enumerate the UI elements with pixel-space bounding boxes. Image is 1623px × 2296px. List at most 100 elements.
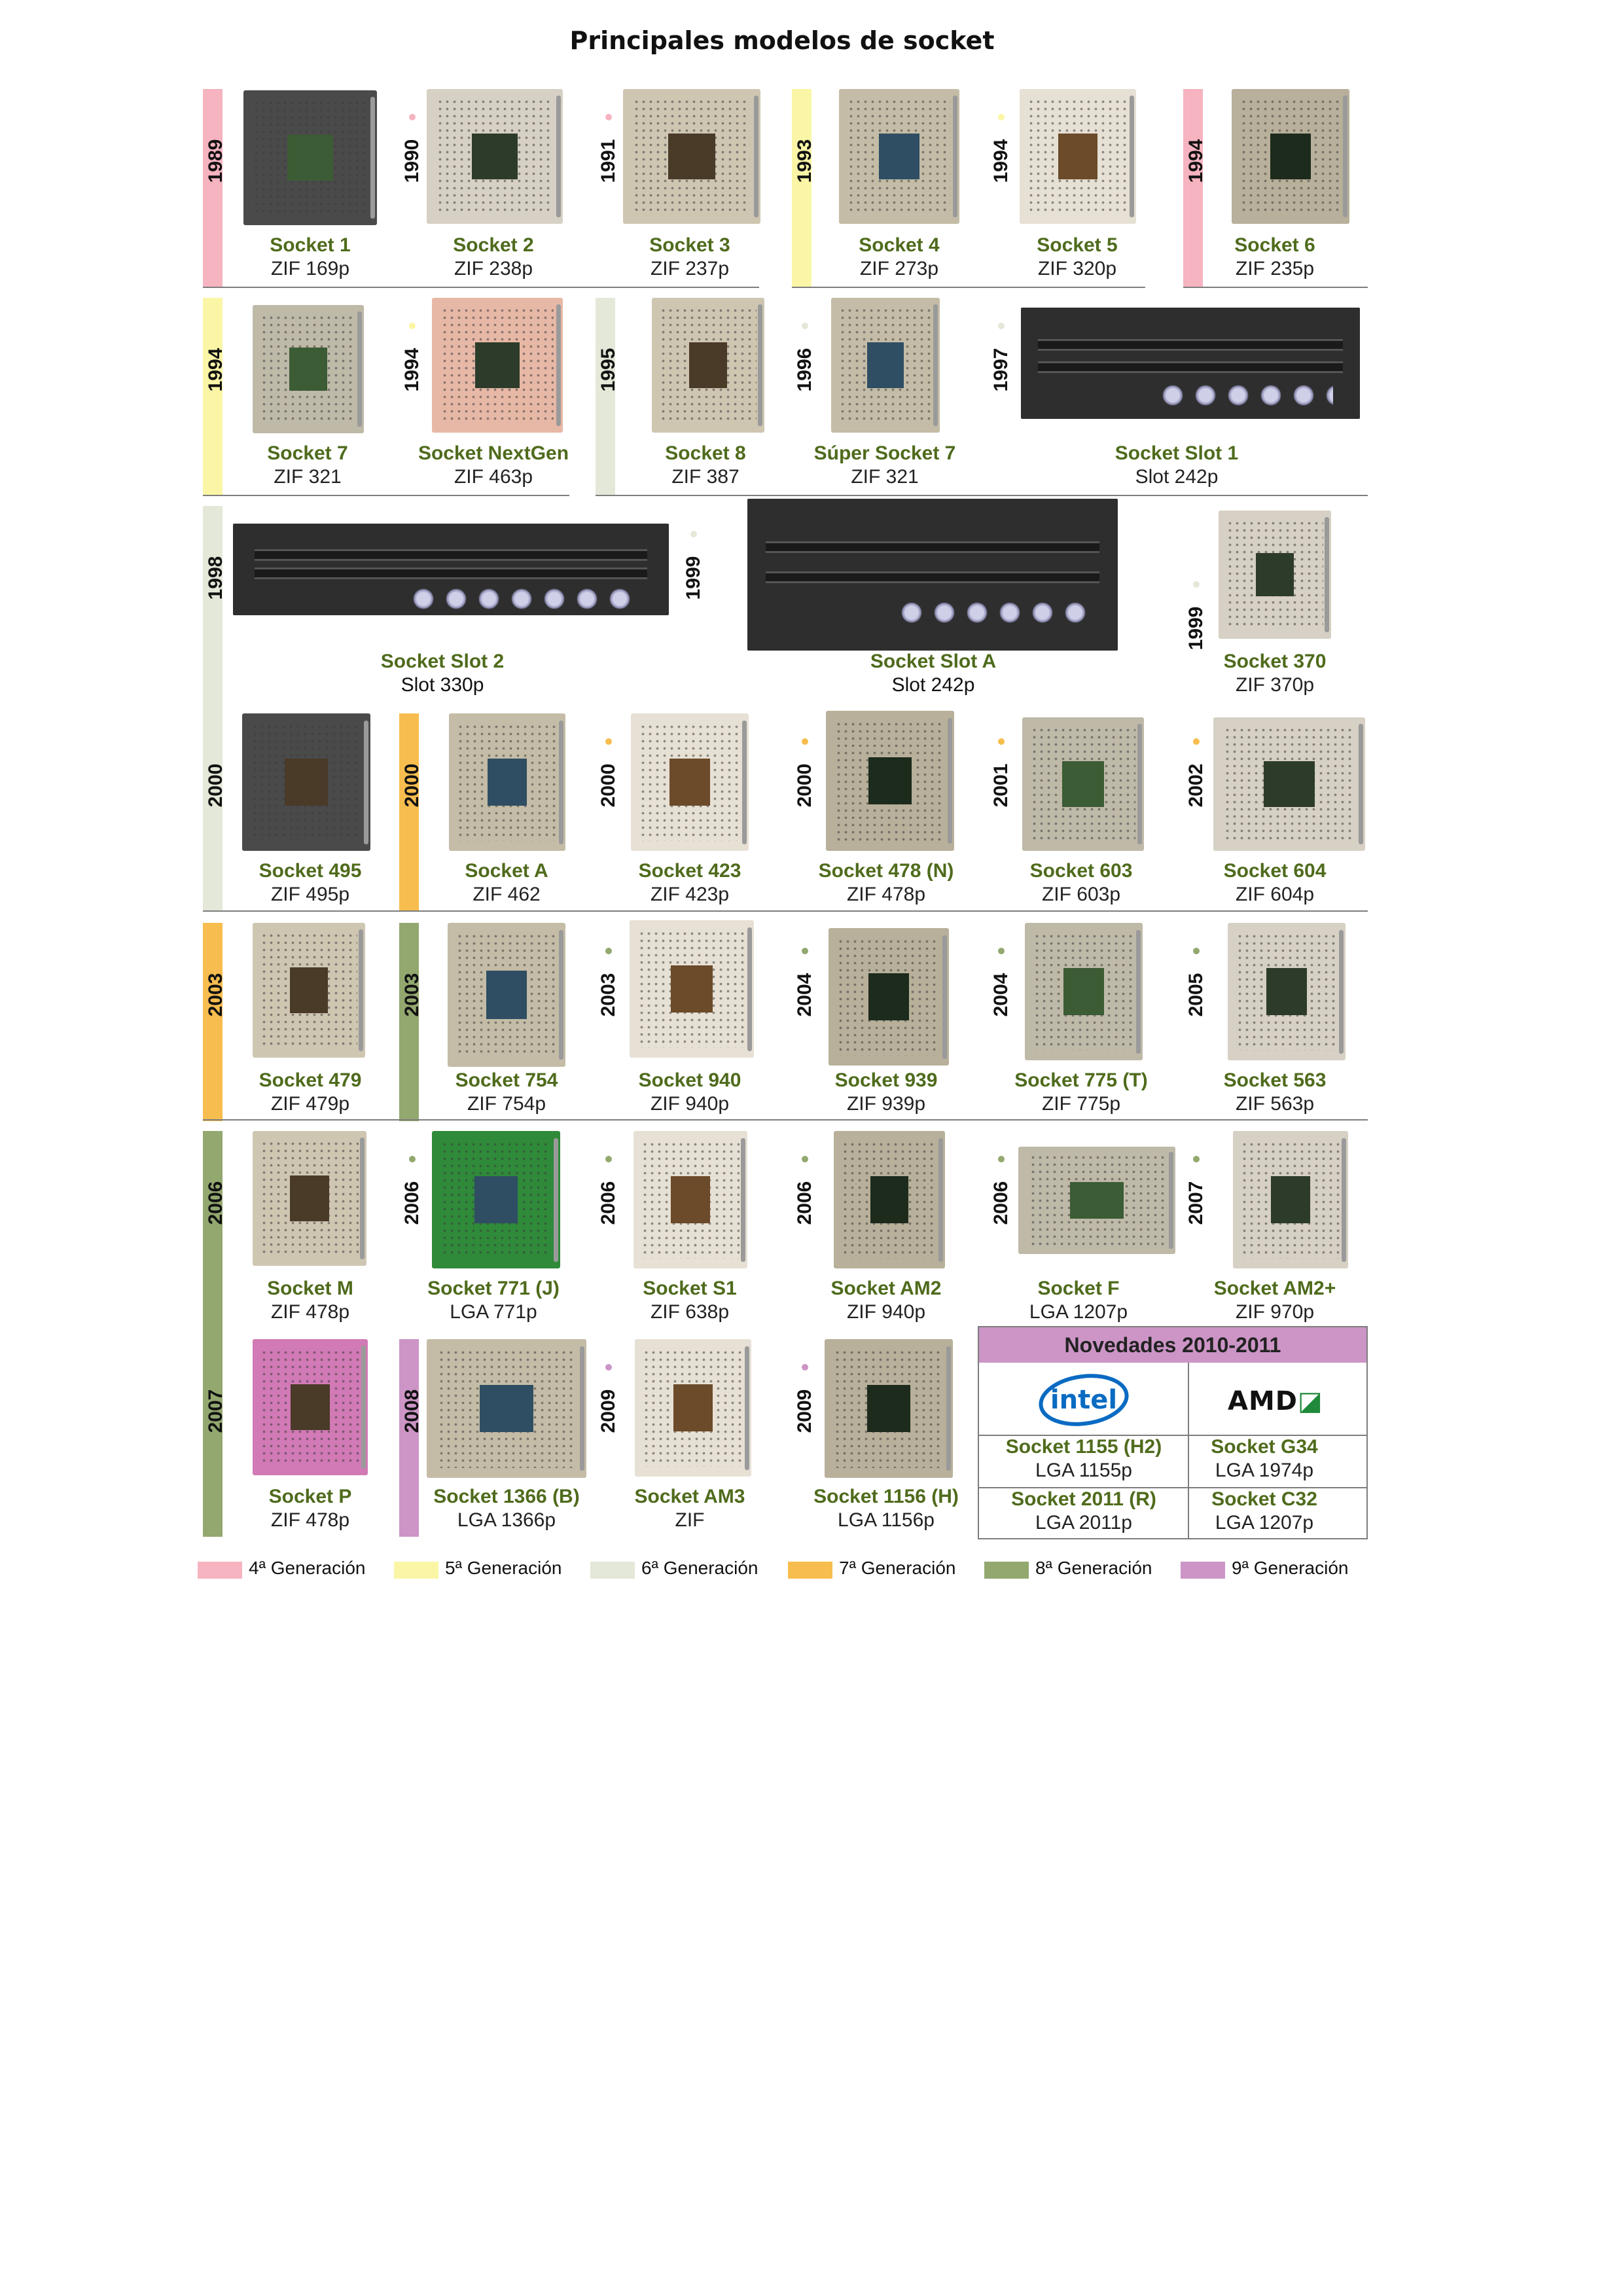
- socket-cavity: [866, 1384, 911, 1433]
- year-marker: 2000: [203, 713, 229, 857]
- year-marker: 2005: [1183, 923, 1209, 1067]
- year-marker: 2006: [596, 1131, 622, 1275]
- socket-cavity: [1070, 1182, 1124, 1219]
- year-label: 1995: [597, 348, 619, 392]
- socket-spec: LGA 771p: [450, 1301, 537, 1323]
- socket-spec: ZIF 478p: [270, 1301, 350, 1323]
- year-marker: 2006: [988, 1131, 1014, 1275]
- year-label: 2009: [597, 1389, 619, 1433]
- generation-bar: [596, 298, 615, 496]
- novedades-panel: Novedades 2010-2011 intel AMD◪ Socket 11…: [978, 1326, 1368, 1539]
- socket-spec: ZIF 238p: [454, 258, 533, 279]
- legend-label: 7ª Generación: [839, 1558, 956, 1578]
- year-label: 2000: [597, 763, 619, 808]
- novedades-intel-name: Socket 1155 (H2): [1005, 1436, 1162, 1458]
- socket-cavity: [866, 342, 904, 388]
- socket-name: Socket Slot 1: [1115, 442, 1239, 464]
- socket-spec: Slot 242p: [891, 674, 975, 696]
- intel-logo-text: intel: [1050, 1385, 1117, 1415]
- socket-photo-icon: [633, 1131, 747, 1268]
- socket-lever: [741, 1138, 745, 1262]
- panel-divider: [979, 1435, 1366, 1436]
- legend-label: 5ª Generación: [445, 1558, 562, 1578]
- socket-cavity: [290, 1175, 329, 1221]
- generation-dot: [802, 1364, 808, 1371]
- socket-cavity: [475, 342, 520, 388]
- socket-photo-icon: [839, 89, 959, 224]
- year-label: 2006: [205, 1181, 226, 1225]
- legend-label: 9ª Generación: [1232, 1558, 1349, 1578]
- socket-spec: ZIF 638p: [650, 1301, 730, 1323]
- year-label: 1989: [205, 139, 226, 183]
- socket-lever: [1343, 96, 1347, 217]
- year-label: 1993: [794, 139, 815, 183]
- slot-photo-icon: [233, 524, 669, 615]
- socket-photo-icon: [1018, 1147, 1175, 1254]
- socket-name: Socket Slot A: [870, 651, 997, 672]
- socket-photo-icon: [427, 89, 563, 224]
- year-marker: 1994: [988, 89, 1014, 233]
- year-label: 2002: [1185, 763, 1207, 808]
- row-divider: [203, 1119, 1368, 1121]
- socket-name: Socket 603: [1029, 860, 1133, 882]
- socket-lever: [1169, 1152, 1173, 1249]
- year-marker: 1997: [988, 298, 1014, 442]
- socket-photo-icon: [1213, 717, 1365, 851]
- year-marker: 2006: [792, 1131, 818, 1275]
- socket-spec: ZIF 563p: [1235, 1093, 1315, 1115]
- legend-label: 4ª Generación: [249, 1558, 366, 1578]
- socket-photo-icon: [623, 89, 760, 224]
- socket-lever: [938, 1138, 943, 1262]
- socket-cavity: [291, 1384, 330, 1431]
- year-marker: 2003: [399, 923, 425, 1067]
- socket-lever: [559, 720, 563, 844]
- socket-lever: [1137, 724, 1142, 844]
- socket-lever: [953, 96, 957, 217]
- socket-lever: [364, 720, 368, 844]
- legend-swatch: [788, 1562, 832, 1579]
- socket-photo-icon: [635, 1339, 751, 1477]
- year-marker: 1999: [1183, 556, 1209, 700]
- socket-photo-icon: [831, 298, 940, 433]
- generation-dot: [998, 1156, 1005, 1162]
- socket-lever: [1325, 516, 1329, 633]
- socket-name: Socket 754: [455, 1069, 558, 1091]
- year-label: 2006: [794, 1181, 815, 1225]
- year-marker: 2000: [399, 713, 425, 857]
- year-marker: 2007: [203, 1339, 229, 1483]
- socket-lever: [742, 720, 747, 844]
- slot-connector: [1037, 361, 1344, 373]
- socket-name: Socket 423: [638, 860, 741, 882]
- socket-name: Socket 370: [1223, 651, 1327, 672]
- socket-lever: [1136, 929, 1141, 1054]
- year-marker: 1991: [596, 89, 622, 233]
- socket-spec: ZIF 321: [274, 466, 342, 488]
- generation-dot: [802, 948, 808, 954]
- generation-dot: [998, 323, 1005, 329]
- generation-dot: [802, 1156, 808, 1162]
- year-marker: 1990: [399, 89, 425, 233]
- socket-spec: ZIF 970p: [1235, 1301, 1315, 1323]
- socket-spec: ZIF 169p: [270, 258, 350, 279]
- year-label: 1994: [205, 348, 226, 392]
- legend-swatch: [590, 1562, 635, 1579]
- slot-connector: [255, 567, 647, 580]
- socket-cavity: [471, 133, 518, 179]
- generation-bar: [203, 1131, 223, 1537]
- generation-bar: [203, 923, 223, 1121]
- socket-name: Socket NextGen: [418, 442, 569, 464]
- socket-lever: [360, 1138, 365, 1259]
- year-marker: 1993: [792, 89, 818, 233]
- year-marker: 1999: [681, 506, 707, 650]
- socket-spec: ZIF 462: [473, 884, 541, 905]
- socket-lever: [556, 96, 561, 217]
- year-marker: 1989: [203, 89, 229, 233]
- generation-bar: [203, 506, 223, 912]
- socket-cavity: [868, 973, 910, 1020]
- socket-photo-icon: [825, 1339, 953, 1478]
- socket-lever: [747, 927, 752, 1051]
- socket-spec: ZIF 478p: [270, 1509, 350, 1531]
- socket-photo-icon: [448, 923, 565, 1067]
- socket-name: Socket 3: [649, 234, 730, 256]
- socket-lever: [1359, 724, 1363, 844]
